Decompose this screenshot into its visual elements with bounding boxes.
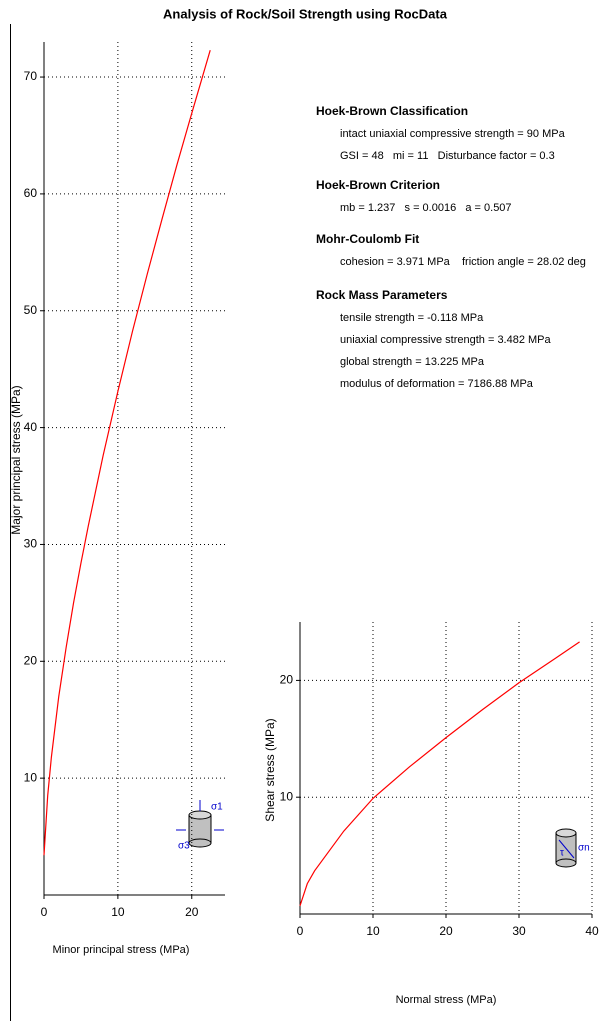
- icon-label: σn: [578, 843, 590, 854]
- x-tick-label: 0: [41, 905, 48, 919]
- section-heading: Hoek-Brown Criterion: [316, 178, 440, 192]
- y-tick-label: 50: [24, 303, 38, 317]
- x-tick-label: 10: [366, 924, 380, 938]
- x-tick-label: 10: [111, 905, 125, 919]
- y-tick-label: 40: [24, 420, 38, 434]
- section-line: GSI = 48 mi = 11 Disturbance factor = 0.…: [340, 150, 555, 162]
- y-tick-label: 10: [280, 789, 294, 803]
- icon-label: σ1: [211, 802, 223, 813]
- x-tick-label: 30: [512, 924, 526, 938]
- section-heading: Hoek-Brown Classification: [316, 104, 468, 118]
- stress-icon: [556, 829, 576, 867]
- y-tick-label: 20: [24, 653, 38, 667]
- section-line: mb = 1.237 s = 0.0016 a = 0.507: [340, 202, 512, 214]
- y-axis-label: Major principal stress (MPa): [9, 385, 23, 534]
- icon-label: σ3: [178, 841, 190, 852]
- icon-label: τ: [560, 848, 564, 859]
- y-tick-label: 60: [24, 186, 38, 200]
- section-heading: Rock Mass Parameters: [316, 288, 448, 302]
- section-heading: Mohr-Coulomb Fit: [316, 232, 419, 246]
- x-tick-label: 40: [585, 924, 599, 938]
- x-tick-label: 20: [185, 905, 199, 919]
- section-line: global strength = 13.225 MPa: [340, 356, 485, 368]
- y-tick-label: 10: [24, 770, 38, 784]
- section-line: modulus of deformation = 7186.88 MPa: [340, 378, 534, 390]
- y-tick-label: 20: [280, 673, 294, 687]
- curve: [44, 50, 210, 855]
- curve: [300, 642, 580, 906]
- section-line: intact uniaxial compressive strength = 9…: [340, 128, 566, 140]
- section-line: tensile strength = -0.118 MPa: [340, 312, 484, 324]
- x-tick-label: 0: [297, 924, 304, 938]
- section-line: uniaxial compressive strength = 3.482 MP…: [340, 334, 552, 346]
- page-title: Analysis of Rock/Soil Strength using Roc…: [163, 6, 448, 21]
- y-axis-label: Shear stress (MPa): [263, 718, 277, 821]
- y-tick-label: 30: [24, 537, 38, 551]
- x-tick-label: 20: [439, 924, 453, 938]
- y-tick-label: 70: [24, 69, 38, 83]
- x-axis-label: Normal stress (MPa): [396, 994, 497, 1006]
- section-line: cohesion = 3.971 MPa friction angle = 28…: [340, 256, 586, 268]
- x-axis-label: Minor principal stress (MPa): [53, 944, 190, 956]
- page: Analysis of Rock/Soil Strength using Roc…: [0, 0, 611, 1021]
